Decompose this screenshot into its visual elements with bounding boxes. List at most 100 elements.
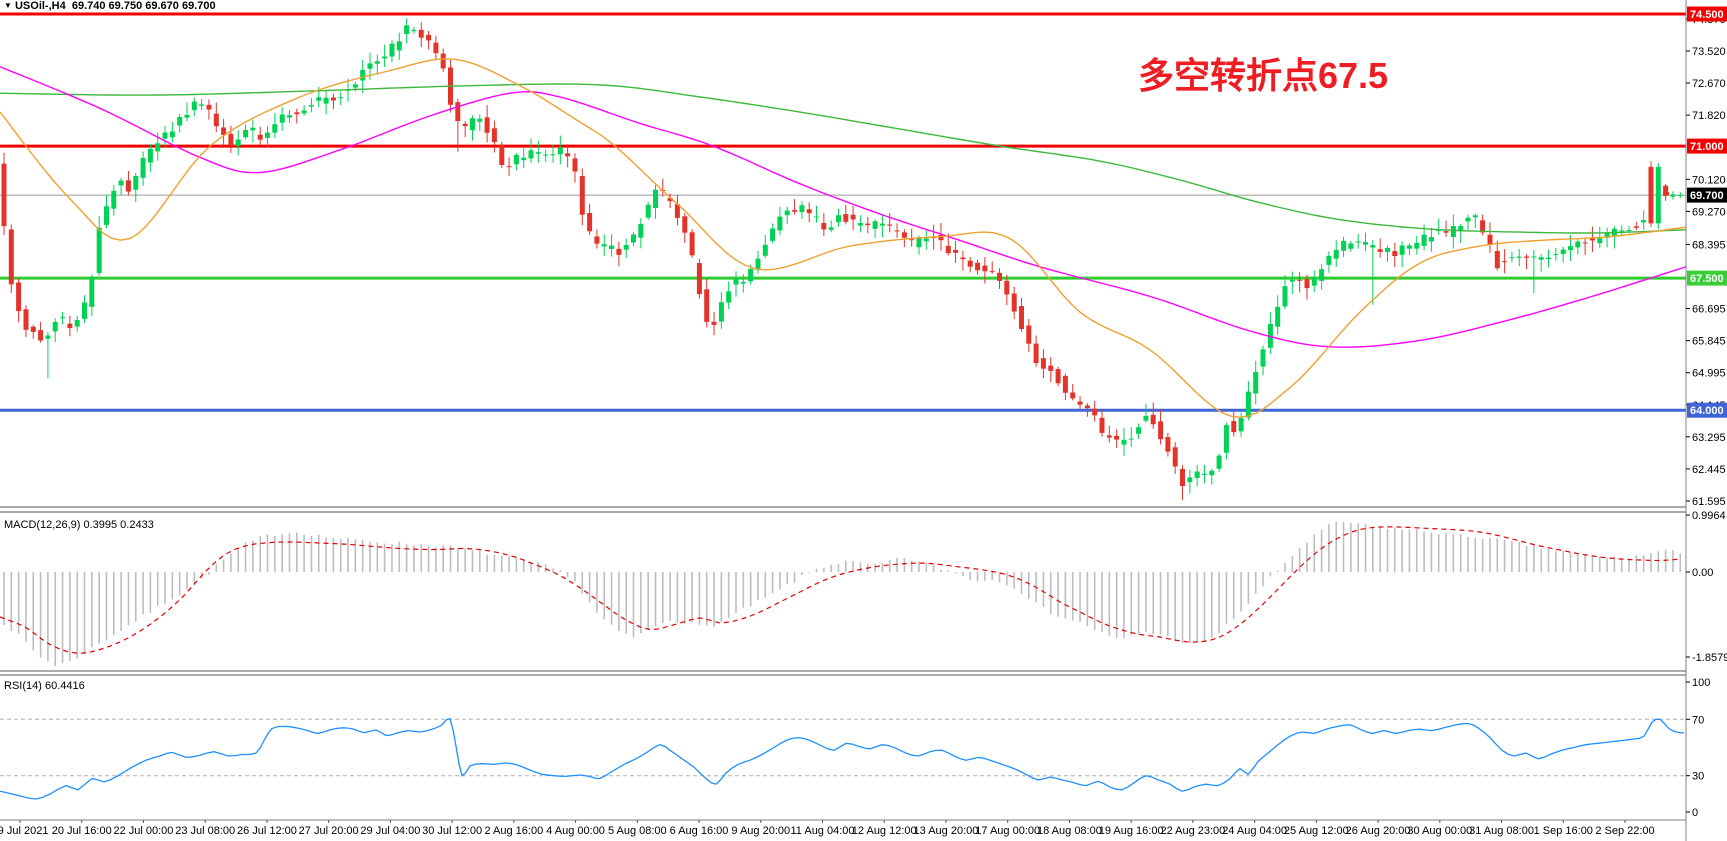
price-tick-label: 70.120 <box>1692 174 1726 186</box>
rsi-indicator-label: RSI(14) 60.4416 <box>4 680 85 692</box>
candle-body <box>1326 255 1332 265</box>
candle-body <box>689 232 695 256</box>
time-tick-label: 13 Aug 20:00 <box>914 825 979 837</box>
candle-body <box>667 197 673 202</box>
time-tick-label: 20 Jul 16:00 <box>52 825 112 837</box>
time-tick-label: 18 Aug 08:00 <box>1037 825 1102 837</box>
time-tick-label: 2 Sep 22:00 <box>1595 825 1654 837</box>
candle-body <box>8 229 14 285</box>
time-tick-label: 26 Jul 12:00 <box>237 825 297 837</box>
candle-body <box>1655 166 1661 224</box>
candle-body <box>1062 375 1068 393</box>
candle-body <box>169 131 175 138</box>
candle-body <box>982 265 988 272</box>
candle-body <box>901 232 907 238</box>
macd-axis-label: 0.00 <box>1692 567 1713 579</box>
candle-body <box>1106 435 1112 438</box>
candle-body <box>177 117 183 126</box>
candle-body <box>67 323 73 329</box>
candle-body <box>1458 226 1464 232</box>
candle-body <box>1363 242 1368 245</box>
candle-body <box>543 154 549 156</box>
candle-body <box>1033 343 1039 363</box>
candle-body <box>565 153 571 157</box>
candle-body <box>1494 251 1500 269</box>
current-bar-marker <box>1663 192 1669 196</box>
candle-body <box>740 281 746 284</box>
candle-body <box>140 158 146 178</box>
pane-separator[interactable] <box>0 671 1727 675</box>
candle-body <box>814 216 819 218</box>
candle-body <box>1472 215 1478 218</box>
ma-magenta-line <box>0 66 1687 348</box>
price-badge-67.500 <box>1687 270 1727 286</box>
candle-body <box>821 223 827 230</box>
rsi-axis-label: 70 <box>1692 714 1704 726</box>
candle-body <box>1 163 7 227</box>
time-tick-label: 17 Aug 00:00 <box>975 825 1040 837</box>
candle-body <box>1245 391 1251 418</box>
candle-body <box>16 282 22 312</box>
candle-body <box>521 157 527 161</box>
price-badge-69.700 <box>1687 187 1727 203</box>
candle-body <box>382 56 388 59</box>
symbol-dropdown-icon[interactable]: ▼ <box>4 1 12 10</box>
candle-body <box>1348 243 1354 249</box>
candle-body <box>857 223 863 226</box>
candle-body <box>704 289 710 322</box>
time-tick-label: 30 Aug 00:00 <box>1407 825 1472 837</box>
candle-body <box>1333 249 1339 259</box>
candle-body <box>1428 237 1434 242</box>
candle-body <box>440 53 446 69</box>
candle-body <box>645 204 651 218</box>
time-tick-label: 6 Aug 16:00 <box>670 825 729 837</box>
macd-signal-line <box>0 526 1681 654</box>
candle-body <box>1421 234 1427 246</box>
ma-green-line <box>0 83 1687 234</box>
candle-body <box>206 104 212 110</box>
macd-axis-label: 0.9964 <box>1692 510 1726 522</box>
candle-body <box>96 227 102 274</box>
candle-body <box>836 215 841 223</box>
price-tick-label: 68.395 <box>1692 239 1726 251</box>
candle-body <box>1136 427 1142 434</box>
rsi-value: 60.4416 <box>44 680 85 692</box>
price-badge-64.000 <box>1687 402 1727 418</box>
candle-body <box>587 213 593 232</box>
candle-body <box>1077 401 1083 405</box>
macd-indicator-label: MACD(12,26,9) 0.3995 0.2433 <box>4 519 154 531</box>
candle-body <box>1180 469 1185 486</box>
candle-body <box>1436 229 1442 231</box>
price-badge-label: 67.500 <box>1690 273 1724 285</box>
candle-body <box>1546 257 1551 259</box>
macd-pane[interactable] <box>3 521 1682 666</box>
pane-separator[interactable] <box>0 507 1727 512</box>
price-tick-label: 62.445 <box>1692 464 1726 476</box>
time-tick-label: 29 Jul 04:00 <box>360 825 420 837</box>
candle-body <box>828 227 834 230</box>
candle-body <box>1319 269 1325 281</box>
candle-body <box>257 134 263 140</box>
candle-body <box>1114 435 1120 440</box>
candle-body <box>499 144 505 165</box>
candle-body <box>1223 425 1229 453</box>
candle-body <box>967 260 973 267</box>
candle-body <box>1216 455 1222 469</box>
candle-body <box>1158 421 1164 440</box>
time-tick-label: 22 Jul 00:00 <box>113 825 173 837</box>
candles-layer[interactable] <box>1 18 1683 501</box>
candle-body <box>433 42 439 54</box>
candle-body <box>945 245 951 254</box>
price-tick-label: 65.845 <box>1692 336 1726 348</box>
price-badge-71.000 <box>1687 138 1727 154</box>
candle-body <box>557 147 563 155</box>
price-tick-label: 64.995 <box>1692 368 1726 380</box>
candle-body <box>1070 392 1076 399</box>
rsi-line <box>0 717 1685 800</box>
candle-body <box>1604 233 1610 238</box>
candle-body <box>1531 256 1537 258</box>
candle-body <box>1626 230 1632 232</box>
candle-body <box>850 214 856 220</box>
candle-body <box>1231 421 1237 433</box>
